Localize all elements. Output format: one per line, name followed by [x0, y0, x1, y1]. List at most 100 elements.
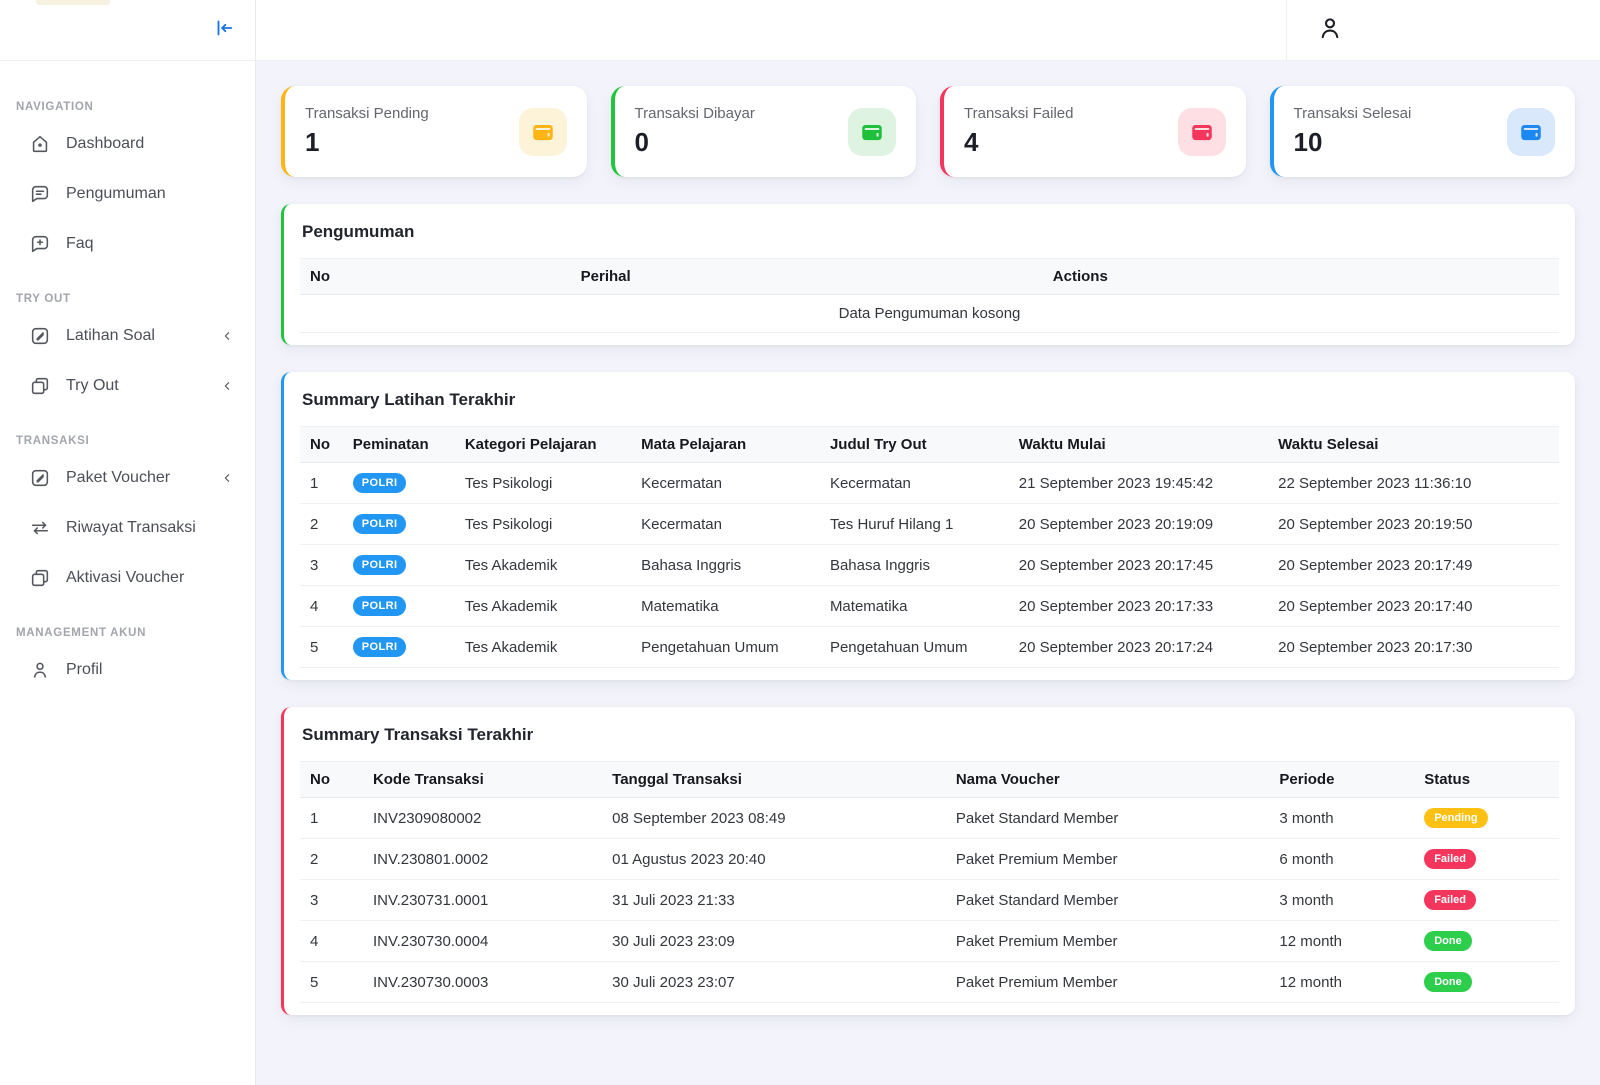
cell-kategori: Tes Psikologi: [454, 462, 632, 504]
cell-kategori: Tes Psikologi: [454, 503, 632, 545]
cell-selesai: 20 September 2023 20:17:40: [1268, 585, 1559, 627]
column-header: Tanggal Transaksi: [602, 761, 946, 798]
peminatan-badge: POLRI: [352, 596, 407, 616]
stat-value: 1: [305, 127, 320, 157]
stats-row: Transaksi Pending 1 Transaksi Dibayar 0 …: [281, 86, 1575, 177]
column-header: Perihal: [570, 258, 1043, 295]
stat-value: 0: [634, 127, 649, 157]
cell-voucher: Paket Standard Member: [945, 879, 1270, 921]
status-badge: Failed: [1424, 890, 1476, 910]
cell-judul: Kecermatan: [819, 462, 1009, 504]
column-header: Kategori Pelajaran: [454, 426, 632, 463]
column-header: Peminatan: [342, 426, 455, 463]
announcement-table: No Perihal Actions Data Pengumuman koson…: [300, 258, 1559, 333]
sidebar-item-latihan-soal[interactable]: Latihan Soal: [0, 311, 255, 361]
stat-value: 10: [1293, 127, 1323, 157]
table-row: 4 POLRI Tes Akademik Matematika Matemati…: [300, 585, 1559, 627]
cell-kode: INV.230730.0004: [362, 920, 603, 962]
cell-mata: Kecermatan: [631, 503, 820, 545]
table-row: 5 POLRI Tes Akademik Pengetahuan Umum Pe…: [300, 626, 1559, 668]
wallet-icon: [848, 107, 896, 156]
column-header: Judul Try Out: [819, 426, 1009, 463]
sidebar-item-label: Try Out: [66, 377, 119, 394]
sidebar-item-aktivasi-voucher[interactable]: Aktivasi Voucher: [0, 553, 255, 603]
collapse-left-icon: [213, 17, 235, 44]
empty-message: Data Pengumuman kosong: [300, 294, 1559, 333]
copy-icon: [28, 374, 52, 398]
cell-tanggal: 01 Agustus 2023 20:40: [602, 838, 946, 880]
cell-judul: Pengetahuan Umum: [819, 626, 1009, 668]
cell-kode: INV2309080002: [362, 797, 603, 839]
cell-periode: 6 month: [1269, 838, 1415, 880]
table-header-row: No Peminatan Kategori Pelajaran Mata Pel…: [300, 426, 1559, 463]
sidebar-item-label: Profil: [66, 661, 103, 678]
sidebar-item-label: Paket Voucher: [66, 469, 171, 486]
cell-no: 3: [300, 544, 343, 586]
sidebar-item-profil[interactable]: Profil: [0, 645, 255, 695]
cell-kode: INV.230730.0003: [362, 961, 603, 1003]
status-badge: Done: [1424, 931, 1472, 951]
column-header: Waktu Mulai: [1008, 426, 1269, 463]
sidebar-item-riwayat-transaksi[interactable]: Riwayat Transaksi: [0, 503, 255, 553]
cell-mata: Kecermatan: [631, 462, 820, 504]
latihan-summary-panel: Summary Latihan Terakhir No Peminatan Ka…: [281, 372, 1575, 680]
sidebar-nav: NAVIGATION Dashboard Pengumuman Faq TRY …: [0, 61, 255, 695]
sidebar-item-faq[interactable]: Faq: [0, 219, 255, 269]
cell-kode: INV.230731.0001: [362, 879, 603, 921]
cell-kode: INV.230801.0002: [362, 838, 603, 880]
stat-value: 4: [964, 127, 979, 157]
cell-kategori: Tes Akademik: [454, 544, 632, 586]
column-header: Mata Pelajaran: [631, 426, 820, 463]
cell-mulai: 20 September 2023 20:17:45: [1008, 544, 1269, 586]
column-header: No: [300, 426, 343, 463]
profile-button[interactable]: [1315, 15, 1345, 45]
sidebar-header: [0, 0, 255, 61]
cell-selesai: 22 September 2023 11:36:10: [1268, 462, 1559, 504]
stat-label: Transaksi Dibayar: [634, 105, 755, 122]
cell-voucher: Paket Premium Member: [945, 961, 1270, 1003]
stat-card-transaksi-selesai: Transaksi Selesai 10: [1269, 86, 1575, 177]
column-header: No: [300, 258, 571, 295]
home-icon: [28, 132, 52, 156]
cell-periode: 3 month: [1269, 879, 1415, 921]
message-plus-icon: [28, 232, 52, 256]
cell-selesai: 20 September 2023 20:19:50: [1268, 503, 1559, 545]
latihan-table: No Peminatan Kategori Pelajaran Mata Pel…: [300, 426, 1559, 668]
sidebar-item-pengumuman[interactable]: Pengumuman: [0, 169, 255, 219]
message-icon: [28, 182, 52, 206]
sidebar-item-label: Aktivasi Voucher: [66, 569, 185, 586]
cell-no: 4: [300, 920, 363, 962]
cell-voucher: Paket Premium Member: [945, 920, 1270, 962]
stat-card-transaksi-failed: Transaksi Failed 4: [940, 86, 1246, 177]
cell-mata: Pengetahuan Umum: [631, 626, 820, 668]
sidebar-item-try-out[interactable]: Try Out: [0, 361, 255, 411]
panel-title: Pengumuman: [302, 222, 415, 241]
peminatan-badge: POLRI: [352, 514, 407, 534]
sidebar-item-label: Dashboard: [66, 135, 145, 152]
stat-label: Transaksi Pending: [305, 105, 429, 122]
cell-no: 5: [300, 961, 363, 1003]
column-header: No: [300, 761, 363, 798]
cell-periode: 12 month: [1269, 920, 1415, 962]
stat-label: Transaksi Selesai: [1293, 105, 1412, 122]
cell-mata: Bahasa Inggris: [631, 544, 820, 586]
cell-mulai: 21 September 2023 19:45:42: [1008, 462, 1269, 504]
table-row: 1 POLRI Tes Psikologi Kecermatan Kecerma…: [300, 462, 1559, 504]
peminatan-badge: POLRI: [352, 637, 407, 657]
column-header: Periode: [1269, 761, 1415, 798]
transaksi-summary-panel: Summary Transaksi Terakhir No Kode Trans…: [281, 707, 1575, 1015]
transaksi-table: No Kode Transaksi Tanggal Transaksi Nama…: [300, 761, 1559, 1003]
cell-no: 3: [300, 879, 363, 921]
table-row: 3 INV.230731.0001 31 Juli 2023 21:33 Pak…: [300, 879, 1559, 921]
sidebar: NAVIGATION Dashboard Pengumuman Faq TRY …: [0, 0, 256, 1085]
wallet-icon: [1507, 107, 1555, 156]
cell-selesai: 20 September 2023 20:17:30: [1268, 626, 1559, 668]
wallet-icon: [1177, 107, 1226, 156]
sidebar-item-label: Latihan Soal: [66, 327, 155, 344]
sidebar-collapse-button[interactable]: [211, 17, 237, 43]
user-icon: [1316, 14, 1344, 47]
sidebar-item-dashboard[interactable]: Dashboard: [0, 119, 255, 169]
column-header: Waktu Selesai: [1268, 426, 1559, 463]
sidebar-item-paket-voucher[interactable]: Paket Voucher: [0, 453, 255, 503]
cell-mata: Matematika: [631, 585, 820, 627]
